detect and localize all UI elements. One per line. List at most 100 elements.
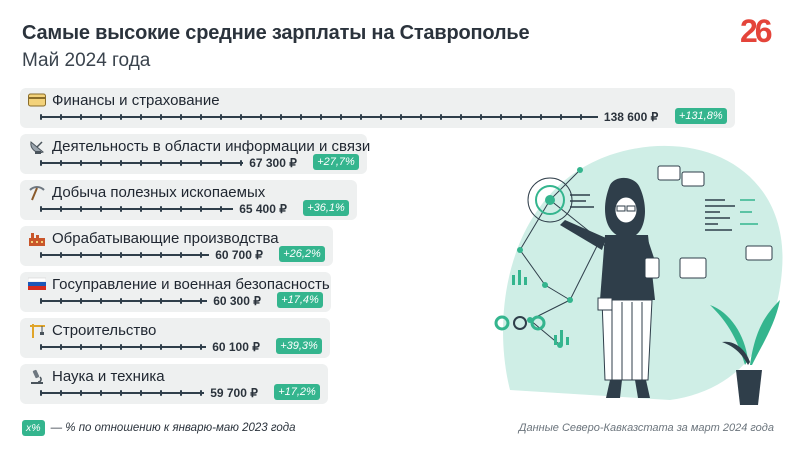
bar-tick [40,160,42,166]
bar-row: Госуправление и военная безопасность 60 3… [20,272,331,312]
bar-tick [520,114,522,120]
bar-tick [480,114,482,120]
woman-figure [560,177,660,398]
change-badge: +26,2% [279,246,325,262]
bar-tick [140,298,142,304]
bar-label: Наука и техника [28,368,165,385]
bar-tick [220,114,222,120]
bar-tick [160,252,162,258]
data-analyst-illustration [494,145,783,405]
bar-tick [100,114,102,120]
pickaxe-icon [28,185,46,201]
bar-tick [120,390,122,396]
bar-tick [60,298,62,304]
speech-bubbles [657,165,773,279]
bar-label-text: Наука и техника [52,368,165,385]
bar-label: Обрабатывающие производства [28,230,279,247]
bar-track [40,114,598,120]
bar-tick [500,114,502,120]
bar-tick [440,114,442,120]
donut-icons [494,315,546,331]
bar-tick [180,206,182,212]
bar-tick [80,390,82,396]
bar-tick [40,114,42,120]
bar-tick [160,114,162,120]
bar-tick [220,206,222,212]
bar-tick [180,252,182,258]
bar-tick [340,114,342,120]
bar-track [40,160,244,166]
microscope-icon [28,369,46,385]
bar-tick [460,114,462,120]
legend-text: — % по отношению к январю-маю 2023 года [50,422,296,434]
bar-tick [100,206,102,212]
bar-tick [160,390,162,396]
bar-tick [140,160,142,166]
russia-flag-icon [27,277,47,293]
bar-tick [40,298,42,304]
change-badge: +17,4% [277,292,323,308]
bar-tick [580,114,582,120]
bar-label: Финансы и страхование [28,92,220,109]
bar-value: 60 100 ₽ [212,340,260,354]
bar-label-text: Деятельность в области информации и связ… [52,138,371,155]
bar-tick [140,390,142,396]
bar-tick [240,114,242,120]
bar-tick [60,344,62,350]
bar-tick [200,160,202,166]
bar-tick [120,206,122,212]
bar-row: Наука и техника 59 700 ₽ +17,2% [20,364,328,404]
bar-tick [160,298,162,304]
bar-tick [200,206,202,212]
bar-tick [380,114,382,120]
bar-tick [180,160,182,166]
bar-label: Строительство [28,322,156,339]
bar-tick [160,160,162,166]
bar-tick [260,114,262,120]
bar-track [40,298,208,304]
satellite-dish-icon [28,139,46,155]
bar-row: Деятельность в области информации и связ… [20,134,370,174]
bar-label: Деятельность в области информации и связ… [28,138,370,155]
bar-value: 65 400 ₽ [239,202,287,216]
mini-bar-icons [512,270,569,345]
bar-tick [220,160,222,166]
chart-title: Самые высокие средние зарплаты на Ставро… [22,22,530,44]
bar-tick [140,114,142,120]
bar-value: 67 300 ₽ [249,156,297,170]
bar-tick [100,344,102,350]
bar-tick [180,344,182,350]
bar-tick [140,344,142,350]
bar-tick [60,390,62,396]
bar-tick [180,390,182,396]
source-note: Данные Северо-Кавказстата за март 2024 г… [518,422,774,434]
bar-tick [80,114,82,120]
bar-tick [160,206,162,212]
bar-tick [100,252,102,258]
bar-value: 59 700 ₽ [210,386,258,400]
bar-tick [140,252,142,258]
bar-row: Добыча полезных ископаемых 65 400 ₽ +36,1% [20,180,357,220]
bar-label: Госуправление и военная безопасность [27,276,330,293]
bar-tick [40,344,42,350]
bar-label-text: Обрабатывающие производства [52,230,279,247]
bar-tick [60,252,62,258]
bar-tick [320,114,322,120]
credit-card-icon [28,93,46,109]
change-badge: +131,8% [674,108,727,124]
bar-value: 60 300 ₽ [213,294,261,308]
bar-tick [80,298,82,304]
chart-subtitle: Май 2024 года [22,50,151,71]
bar-value: 60 700 ₽ [215,248,263,262]
plant-pot [710,300,780,405]
bar-tick [400,114,402,120]
bar-tick [120,298,122,304]
bar-tick [80,344,82,350]
bar-tick [40,390,42,396]
bar-tick [80,160,82,166]
bar-tick [180,114,182,120]
bar-row: Строительство 60 100 ₽ +39,3% [20,318,330,358]
bar-tick [120,344,122,350]
bar-tick [540,114,542,120]
bar-tick [160,344,162,350]
